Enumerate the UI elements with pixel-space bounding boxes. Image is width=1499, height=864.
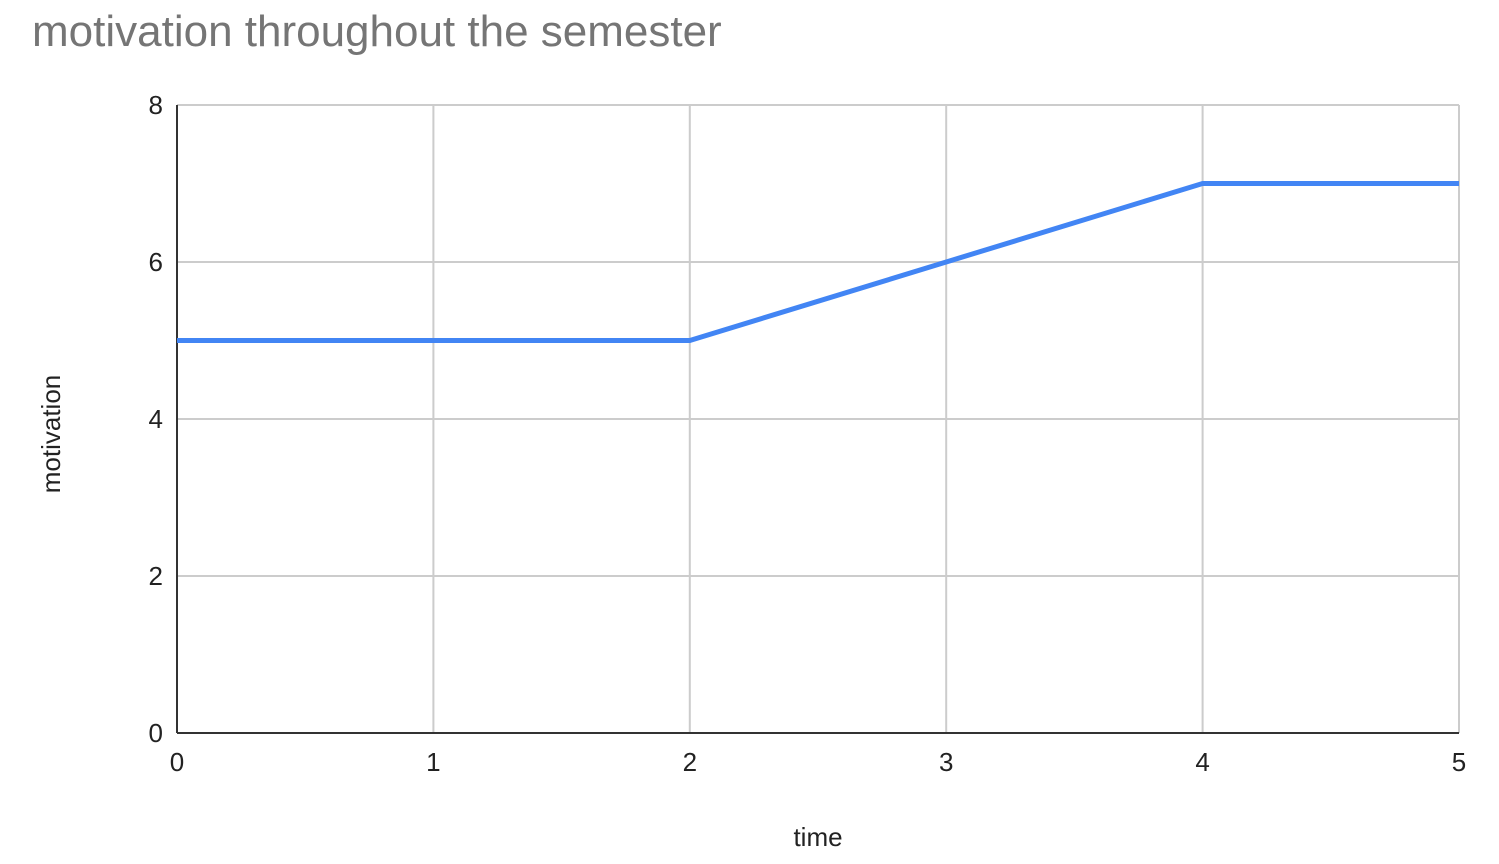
y-tick-label: 2 [149,561,163,591]
x-tick-label: 1 [426,747,440,777]
y-tick-labels: 0 2 4 6 8 [149,90,163,748]
y-tick-label: 0 [149,718,163,748]
x-tick-label: 0 [170,747,184,777]
x-tick-label: 2 [683,747,697,777]
y-axis-title: motivation [36,375,66,494]
x-tick-label: 3 [939,747,953,777]
x-tick-label: 5 [1452,747,1466,777]
x-axis-title: time [793,822,842,852]
y-tick-label: 6 [149,247,163,277]
x-tick-labels: 0 1 2 3 4 5 [170,747,1466,777]
series-line-0 [177,181,1459,343]
series-layer [177,181,1459,343]
y-tick-label: 4 [149,404,163,434]
grid-lines [177,104,1460,733]
y-tick-label: 8 [149,90,163,120]
axes [176,105,1459,734]
chart-title: motivation throughout the semester [32,7,722,56]
x-tick-label: 4 [1195,747,1209,777]
